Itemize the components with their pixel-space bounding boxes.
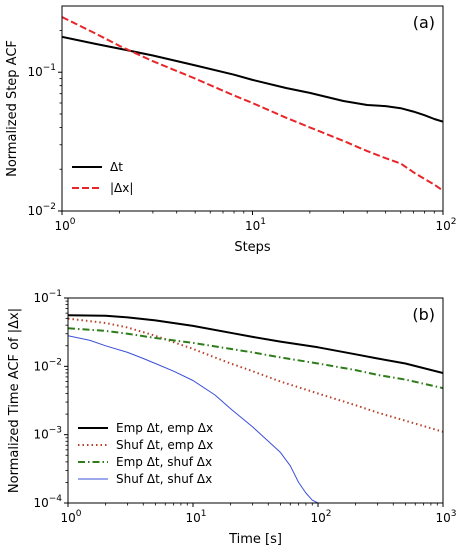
legend: Δt |Δx| bbox=[72, 160, 133, 195]
legend-label: |Δx| bbox=[110, 181, 133, 195]
x-axis-label: Time [s] bbox=[228, 532, 282, 547]
y-tick-label: 10−2 bbox=[33, 357, 62, 373]
x-tick-label: 103 bbox=[435, 509, 456, 525]
y-tick-label: 10−4 bbox=[33, 494, 62, 510]
plot-frame bbox=[67, 297, 444, 504]
x-tick-label: 100 bbox=[60, 509, 81, 525]
x-axis-label: Steps bbox=[234, 240, 271, 255]
y-axis-label: Normalized Time ACF of |Δx| bbox=[7, 308, 22, 493]
series-line-b-0 bbox=[68, 314, 443, 374]
x-tick-label: 100 bbox=[54, 217, 75, 233]
x-tick-label: 101 bbox=[185, 509, 206, 525]
legend: Emp Δt, emp Δx Shuf Δt, emp Δx Emp Δt, shu… bbox=[78, 421, 213, 486]
series-line-b-3 bbox=[68, 335, 319, 503]
panel-label: (a) bbox=[413, 13, 435, 32]
x-tick-label: 102 bbox=[310, 509, 331, 525]
legend-label: Δt bbox=[110, 160, 123, 174]
plot-frame bbox=[61, 5, 444, 212]
y-axis-label: Normalized Step ACF bbox=[5, 40, 20, 177]
legend-label: Emp Δt, emp Δx bbox=[116, 421, 213, 435]
chart-panel-a: 100 101 102 10−2 10−1 (a) Steps Normalized Step… bbox=[5, 5, 457, 255]
y-tick-label: 10−1 bbox=[33, 289, 62, 305]
series-line-b-2 bbox=[68, 327, 443, 390]
y-tick-label: 10−2 bbox=[27, 202, 56, 218]
series-line-b-1 bbox=[68, 317, 443, 433]
legend-label: Emp Δt, shuf Δx bbox=[116, 455, 212, 469]
x-tick-label: 102 bbox=[435, 217, 456, 233]
x-tick-label: 101 bbox=[245, 217, 266, 233]
series-line-a-1 bbox=[62, 16, 443, 192]
chart-panel-b: 100 101 102 103 10−4 10−3 10−2 10−1 (b) Time [s] N… bbox=[7, 289, 457, 547]
y-tick-label: 10−3 bbox=[33, 426, 62, 442]
legend-label: Shuf Δt, emp Δx bbox=[116, 438, 213, 452]
series-line-a-0 bbox=[62, 35, 443, 123]
panel-label: (b) bbox=[412, 305, 435, 324]
y-tick-label: 10−1 bbox=[27, 63, 56, 79]
legend-label: Shuf Δt, shuf Δx bbox=[116, 472, 212, 486]
